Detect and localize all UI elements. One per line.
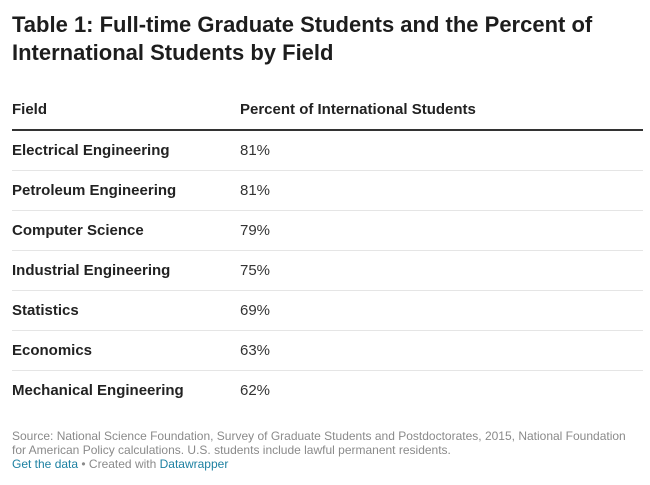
column-header-percent[interactable]: Percent of International Students [240, 89, 643, 131]
percent-cell: 81% [240, 130, 643, 171]
table-row: Electrical Engineering 81% [12, 130, 643, 171]
get-the-data-link[interactable]: Get the data [12, 457, 79, 471]
data-table: Field Percent of International Students … [12, 89, 643, 410]
datawrapper-link[interactable]: Datawrapper [159, 457, 229, 471]
percent-cell: 75% [240, 250, 643, 291]
field-cell: Economics [12, 330, 240, 371]
table-body: Electrical Engineering 81% Petroleum Eng… [12, 130, 643, 410]
credits-separator: • Created with [78, 457, 160, 471]
chart-footer: Source: National Science Foundation, Sur… [12, 429, 637, 471]
table-row: Mechanical Engineering 62% [12, 371, 643, 411]
field-cell: Statistics [12, 290, 240, 331]
field-cell: Mechanical Engineering [12, 382, 184, 399]
percent-cell: 63% [240, 330, 643, 371]
table-row: Statistics 69% [12, 290, 643, 331]
header-row: Field Percent of International Students [12, 89, 643, 131]
field-cell: Computer Science [12, 210, 240, 251]
field-cell: Industrial Engineering [12, 250, 240, 291]
column-header-field[interactable]: Field [12, 89, 240, 131]
table-title: Table 1: Full-time Graduate Students and… [12, 12, 593, 65]
percent-cell: 81% [240, 170, 643, 211]
percent-cell: 69% [240, 290, 643, 331]
credits-line: Get the data • Created with Datawrapper [12, 457, 637, 471]
table-row: Industrial Engineering 75% [12, 250, 643, 291]
field-cell: Petroleum Engineering [12, 170, 240, 211]
field-cell: Electrical Engineering [12, 130, 240, 171]
table-row: Petroleum Engineering 81% [12, 170, 643, 211]
table-row: Computer Science 79% [12, 210, 643, 251]
chart-container: Table 1: Full-time Graduate Students and… [12, 11, 643, 410]
table-row: Economics 63% [12, 330, 643, 371]
percent-cell: 79% [240, 210, 643, 251]
percent-cell: 62% [240, 382, 271, 399]
source-note: Source: National Science Foundation, Sur… [12, 429, 626, 457]
